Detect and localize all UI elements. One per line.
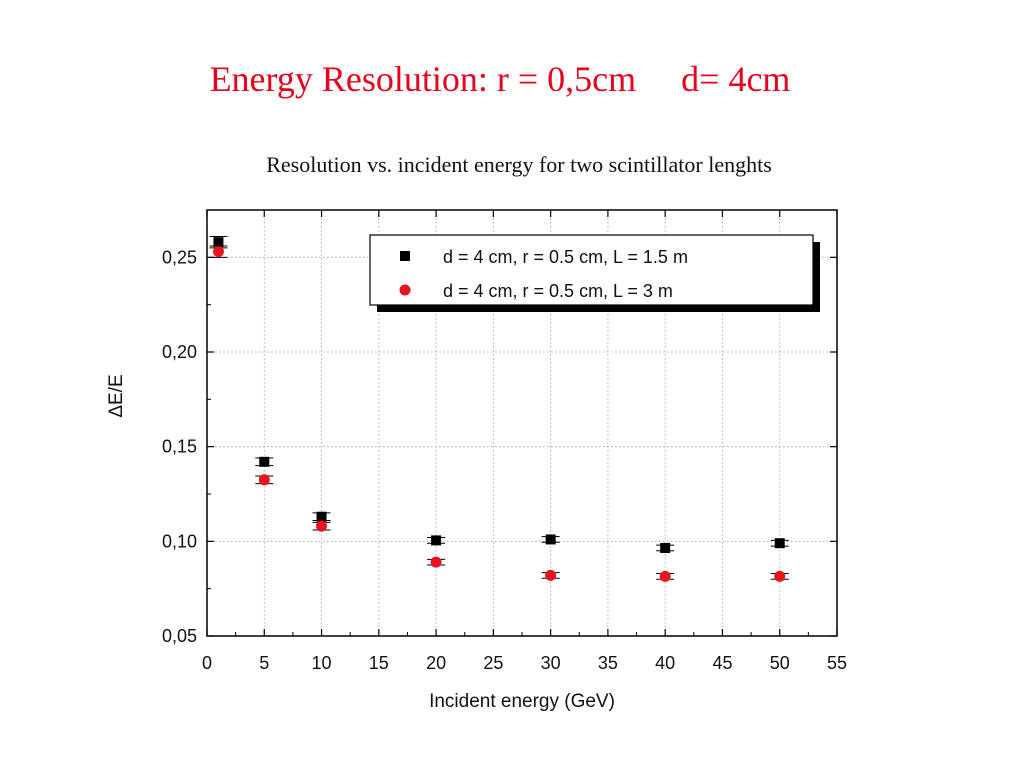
legend-marker-square	[400, 251, 410, 261]
series-2	[209, 245, 789, 582]
data-point-square	[259, 456, 270, 467]
x-tick-label: 35	[598, 653, 618, 673]
data-point-circle	[659, 570, 671, 582]
data-point-square	[545, 534, 556, 545]
data-point-square	[213, 237, 224, 248]
data-point-circle	[774, 570, 786, 582]
x-tick-label: 20	[426, 653, 446, 673]
chart-title: Resolution vs. incident energy for two s…	[266, 152, 772, 177]
legend-marker-circle	[399, 284, 411, 296]
x-tick-label: 5	[259, 653, 269, 673]
series-1	[209, 236, 789, 553]
data-point-square	[660, 542, 671, 553]
x-tick-label: 50	[770, 653, 790, 673]
x-tick-label: 15	[369, 653, 389, 673]
y-tick-label: 0,05	[162, 626, 197, 646]
data-point-circle	[316, 520, 328, 532]
x-tick-label: 55	[827, 653, 847, 673]
x-tick-label: 45	[712, 653, 732, 673]
data-point-circle	[545, 569, 557, 581]
data-point-circle	[212, 246, 224, 258]
x-tick-label: 40	[655, 653, 675, 673]
legend-label: d = 4 cm, r = 0.5 cm, L = 3 m	[443, 281, 673, 301]
y-tick-label: 0,15	[162, 437, 197, 457]
y-tick-label: 0,25	[162, 247, 197, 267]
legend-box	[369, 234, 814, 306]
legend-label: d = 4 cm, r = 0.5 cm, L = 1.5 m	[443, 247, 688, 267]
y-axis-title: ΔE/E	[106, 374, 127, 417]
data-point-square	[316, 511, 327, 522]
x-tick-label: 30	[541, 653, 561, 673]
slide-title: Energy Resolution: r = 0,5cm d= 4cm	[209, 59, 791, 99]
y-tick-label: 0,20	[162, 342, 197, 362]
legend-items: d = 4 cm, r = 0.5 cm, L = 1.5 m d = 4 cm,…	[399, 247, 688, 301]
x-tick-label: 25	[483, 653, 503, 673]
axis-ticks: 0 5 10 15 20 25 30 35 40 45 50 55 0,05 0,10 0,15 0,20 0,…	[162, 209, 847, 673]
data-point-circle	[258, 474, 270, 486]
y-tick-label: 0,10	[162, 531, 197, 551]
data-point-square	[431, 535, 442, 546]
data-marks	[209, 236, 789, 582]
x-tick-label: 10	[312, 653, 332, 673]
x-tick-label: 0	[202, 653, 212, 673]
data-point-circle	[430, 556, 442, 568]
data-point-square	[774, 538, 785, 549]
legend: d = 4 cm, r = 0.5 cm, L = 1.5 m d = 4 cm,…	[369, 234, 820, 312]
x-axis-title: Incident energy (GeV)	[429, 691, 615, 712]
